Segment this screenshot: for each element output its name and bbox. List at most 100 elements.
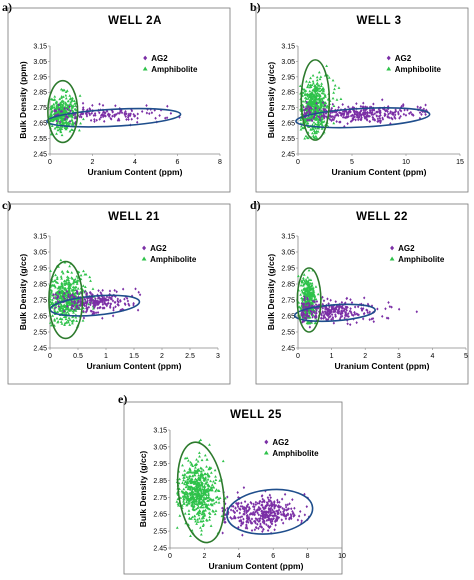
data-point [58, 296, 62, 300]
x-tick-label: 3 [397, 353, 401, 360]
data-point [64, 307, 67, 311]
data-point [340, 309, 343, 313]
data-point [136, 308, 140, 312]
legend-marker-ag2 [142, 245, 147, 251]
data-point [331, 102, 335, 106]
data-point [365, 117, 369, 121]
data-point [293, 506, 296, 510]
data-point [63, 108, 66, 112]
data-point [308, 80, 311, 83]
data-point [53, 109, 56, 113]
data-point [306, 275, 310, 279]
data-point [316, 104, 320, 108]
data-point [63, 283, 67, 286]
data-point [83, 285, 87, 288]
data-point [251, 513, 255, 517]
data-point [72, 113, 75, 117]
legend-label: AG2 [395, 54, 412, 63]
data-point [214, 496, 218, 499]
data-point [200, 472, 204, 475]
data-point [71, 309, 75, 313]
data-point [314, 94, 318, 97]
data-point [315, 136, 319, 139]
y-tick-label: 2.55 [33, 136, 47, 143]
data-point [331, 96, 335, 100]
data-point [310, 302, 313, 306]
amphibolite-cluster-ellipse [48, 260, 84, 340]
data-point [119, 298, 122, 302]
data-point [185, 491, 189, 494]
data-point [194, 484, 198, 487]
ag2-cluster-ellipse [295, 107, 431, 129]
data-point [60, 115, 64, 118]
data-point [59, 309, 63, 312]
data-point [331, 78, 335, 82]
data-point [100, 113, 103, 117]
data-point [105, 109, 109, 113]
data-point [182, 487, 186, 491]
data-point [321, 101, 325, 105]
data-point [68, 296, 71, 300]
data-point [93, 119, 96, 123]
x-tick-label: 0 [48, 159, 52, 166]
data-point [107, 298, 110, 302]
data-point [267, 498, 271, 502]
legend-label: Amphibolite [398, 255, 445, 264]
data-point [96, 310, 100, 314]
data-point [305, 309, 309, 313]
data-point [376, 119, 379, 123]
data-point [322, 299, 326, 303]
x-tick-label: 6 [176, 159, 180, 166]
data-point [191, 502, 194, 506]
data-point [306, 118, 309, 122]
data-point [123, 113, 126, 117]
data-point [203, 484, 206, 488]
data-point [347, 110, 350, 114]
data-point [318, 96, 322, 99]
data-point [207, 495, 211, 498]
data-point [306, 297, 309, 301]
data-point [196, 496, 199, 499]
data-point [357, 118, 360, 122]
data-point [49, 132, 53, 136]
data-point [356, 111, 359, 115]
data-point [205, 519, 209, 522]
data-point [252, 502, 255, 506]
data-point [134, 287, 137, 291]
data-point [314, 134, 318, 138]
data-point [321, 306, 325, 310]
data-point [281, 506, 284, 510]
y-tick-label: 2.45 [33, 345, 47, 352]
data-point [346, 322, 349, 326]
data-point [70, 113, 74, 117]
data-point [70, 123, 74, 126]
data-point [311, 79, 315, 83]
data-point [196, 518, 199, 521]
data-point [317, 87, 321, 90]
data-point [194, 519, 198, 523]
data-point [388, 111, 392, 115]
data-point [326, 297, 329, 301]
data-point [368, 119, 371, 123]
data-point [194, 466, 197, 469]
data-point [99, 115, 103, 119]
x-tick-label: 5 [464, 353, 468, 360]
data-point [365, 115, 368, 119]
legend-marker-amphibolite [386, 66, 392, 71]
data-point [89, 309, 93, 313]
data-point [296, 518, 300, 522]
data-point [59, 104, 62, 108]
data-point [65, 289, 69, 293]
x-tick-label: 10 [338, 553, 346, 560]
data-point [267, 510, 271, 514]
data-point [282, 513, 285, 517]
data-point [315, 309, 318, 313]
data-point [254, 510, 257, 514]
data-point [302, 105, 305, 109]
data-point [273, 505, 276, 509]
data-point [325, 104, 329, 108]
data-point [309, 128, 313, 131]
data-point [315, 85, 319, 89]
data-point [315, 315, 318, 319]
